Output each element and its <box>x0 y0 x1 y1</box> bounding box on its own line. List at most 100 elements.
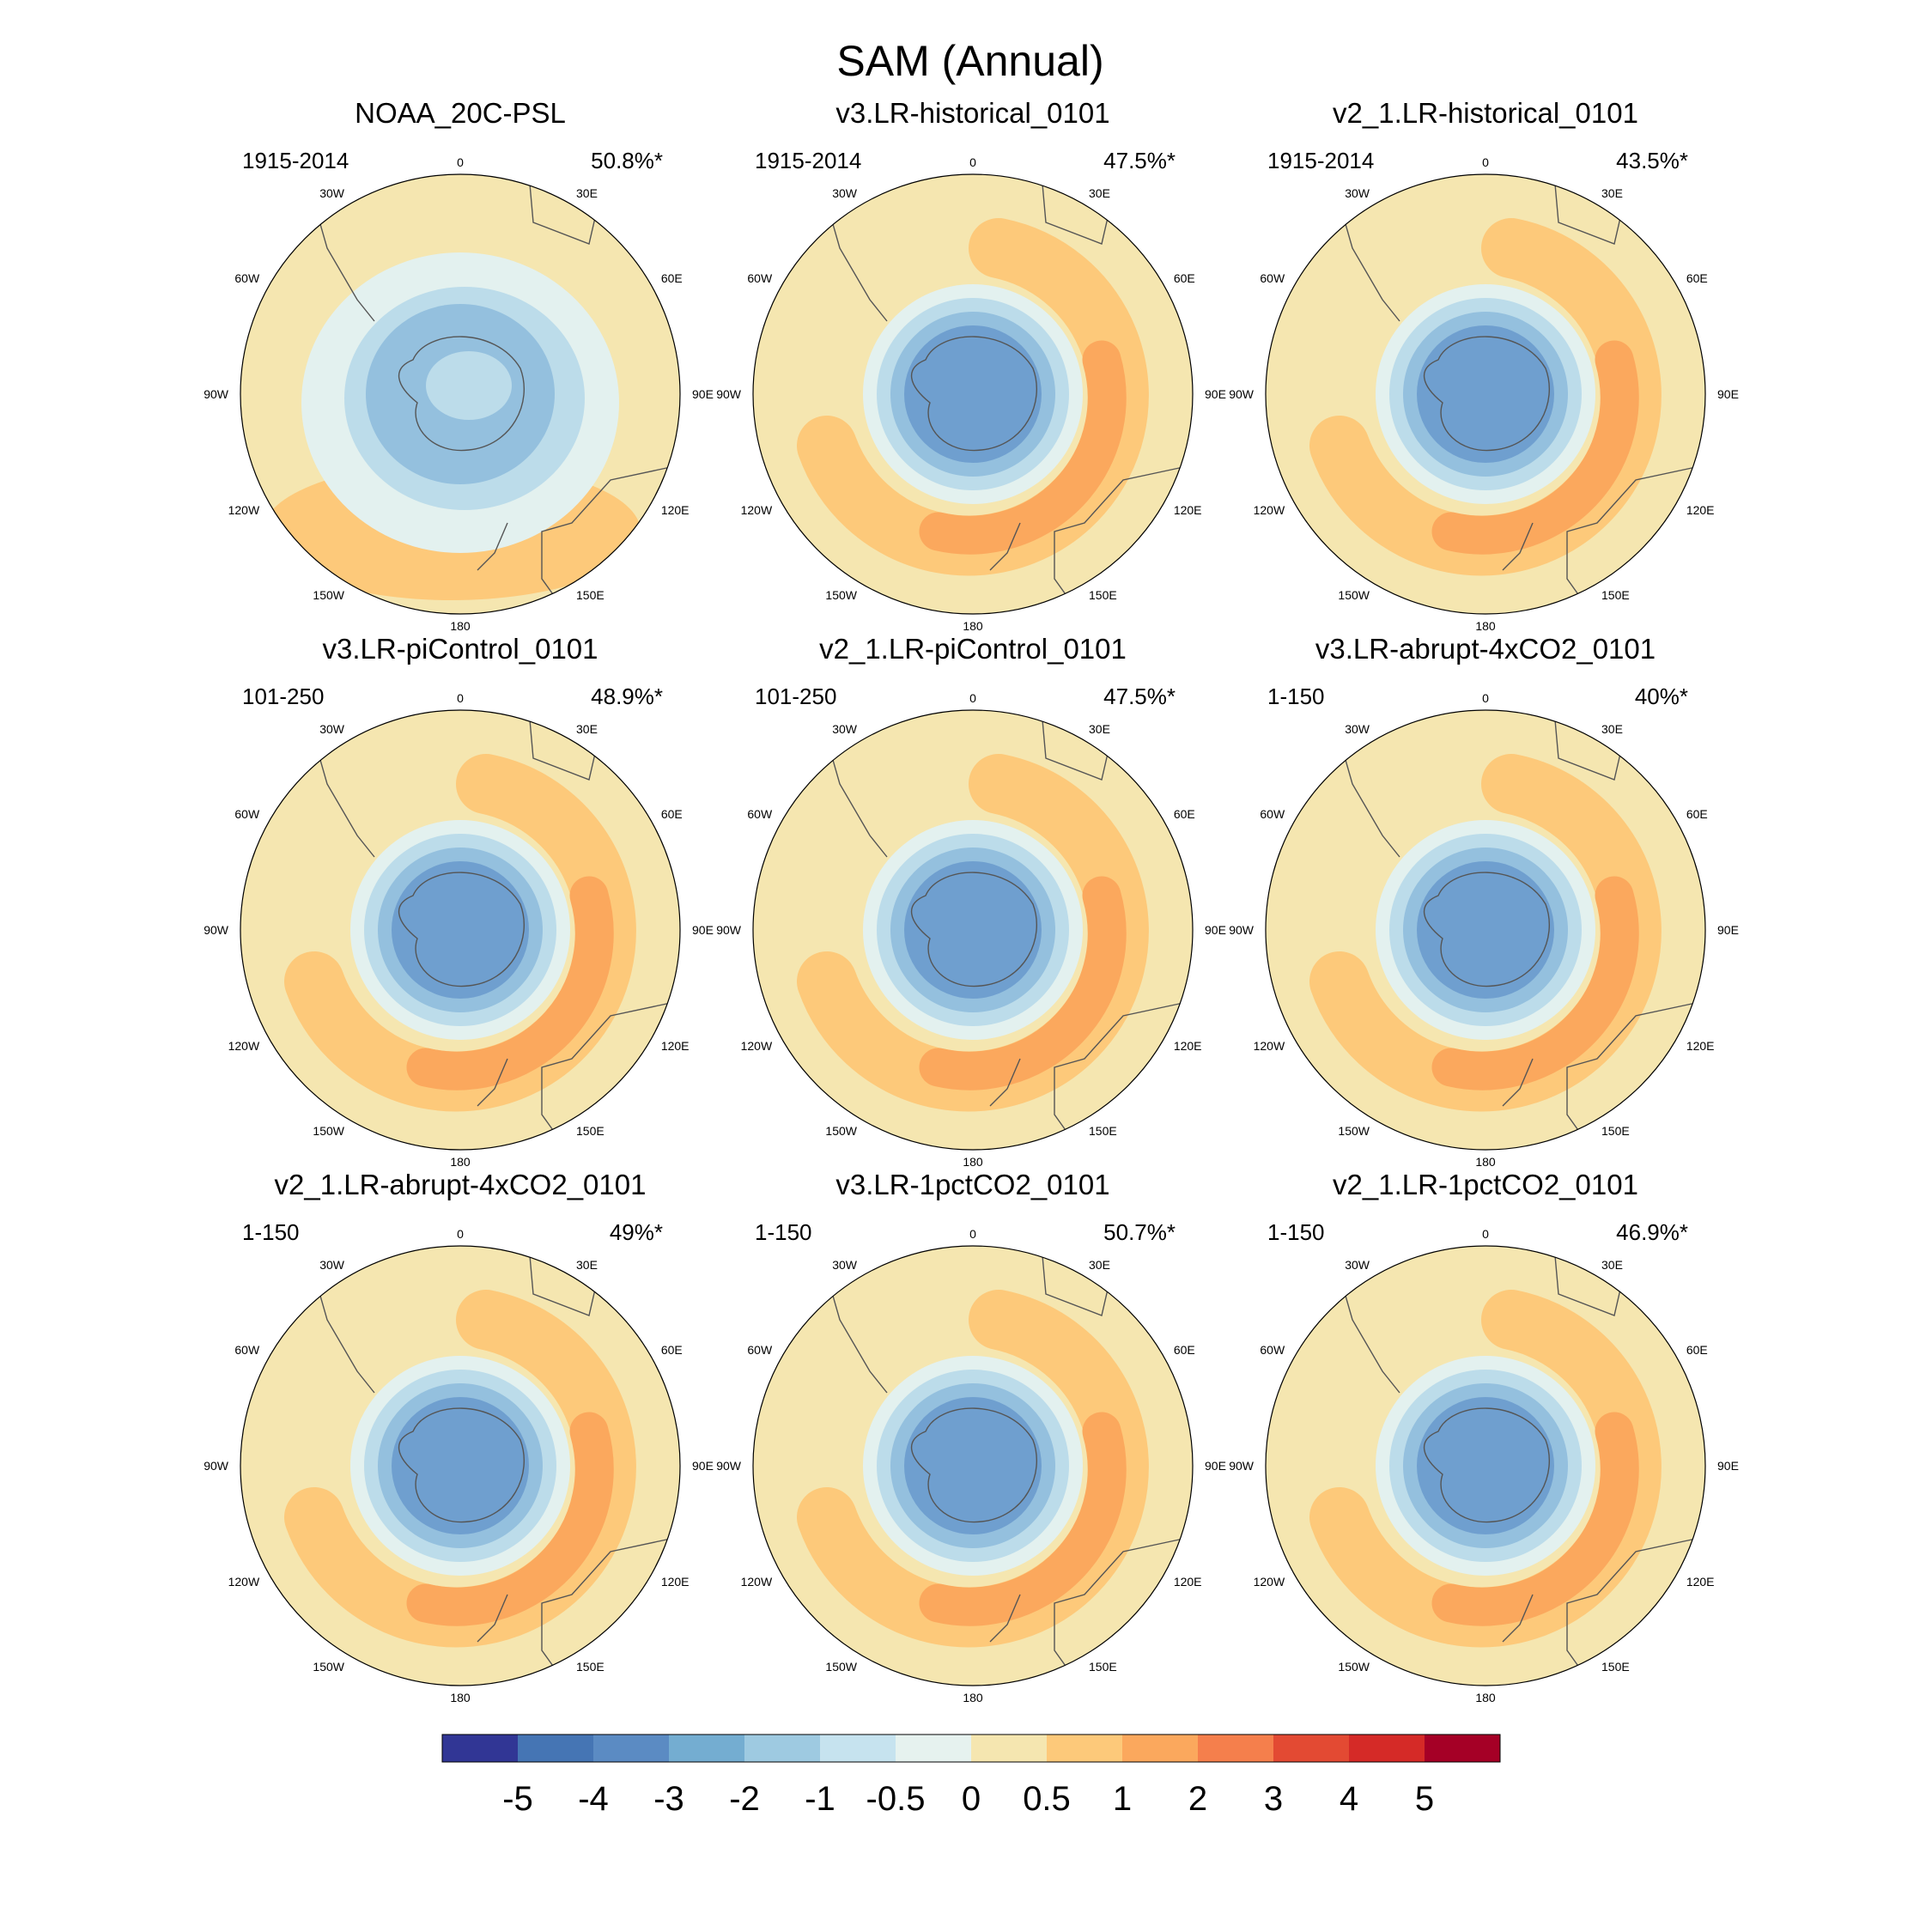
new-zealand-coastline <box>1502 1594 1534 1643</box>
negative-anomaly <box>426 351 512 420</box>
panel-percent-variance: 40%* <box>1635 683 1688 709</box>
longitude-label: 150E <box>576 1124 605 1138</box>
australia-coastline <box>541 466 671 610</box>
longitude-label: 120E <box>1686 503 1715 517</box>
antarctica-coastline <box>1423 872 1550 987</box>
colorbar-tick-label: 5 <box>1415 1780 1434 1818</box>
colorbar-segment <box>593 1735 669 1762</box>
longitude-label: 0 <box>457 1227 464 1241</box>
australia-coastline <box>541 1002 671 1145</box>
panel-percent-variance: 49%* <box>610 1219 663 1245</box>
new-zealand-coastline <box>989 1594 1021 1643</box>
longitude-label: 0 <box>457 155 464 169</box>
longitude-label: 120W <box>741 503 773 517</box>
longitude-label: 90W <box>204 1459 229 1473</box>
panel-title: v3.LR-1pctCO2_0101 <box>835 1169 1109 1200</box>
colorbar-segment <box>820 1735 896 1762</box>
map-panel: v2_1.LR-piControl_0101 101-250 47.5%* 0 30E 6… <box>716 633 1226 1169</box>
longitude-label: 150E <box>1601 1124 1630 1138</box>
panel-title: NOAA_20C-PSL <box>355 97 566 129</box>
longitude-label: 30E <box>1601 722 1623 736</box>
panel-percent-variance: 46.9%* <box>1616 1219 1688 1245</box>
negative-anomaly <box>1417 1397 1554 1534</box>
longitude-label: 0 <box>969 691 976 705</box>
longitude-label: 60E <box>1686 271 1708 285</box>
panel-percent-variance: 47.5%* <box>1103 148 1176 173</box>
new-zealand-coastline <box>477 522 508 571</box>
longitude-label: 150W <box>825 1660 857 1674</box>
longitude-label: 60E <box>661 1343 683 1357</box>
map-boundary <box>240 173 681 615</box>
panel-title: v3.LR-piControl_0101 <box>322 633 598 665</box>
map-boundary <box>752 1245 1194 1686</box>
longitude-label: 180 <box>450 1691 471 1704</box>
longitude-label: 30E <box>576 722 598 736</box>
longitude-label: 60W <box>1260 271 1285 285</box>
negative-anomaly <box>904 861 1042 999</box>
longitude-label: 120E <box>1686 1039 1715 1053</box>
colorbar-frame <box>441 1734 1501 1763</box>
longitude-label: 60W <box>234 271 260 285</box>
australia-coastline <box>1054 1002 1184 1145</box>
colorbar-tick-label: -3 <box>653 1780 684 1818</box>
antarctica-coastline <box>398 336 525 452</box>
panel-percent-variance: 47.5%* <box>1103 683 1176 709</box>
positive-anomaly <box>1431 876 1639 1091</box>
longitude-label: 120W <box>228 1039 260 1053</box>
longitude-label: 120E <box>661 503 690 517</box>
map-boundary <box>240 1245 681 1686</box>
longitude-label: 90E <box>1717 387 1739 401</box>
colorbar-tick-label: 2 <box>1188 1780 1207 1818</box>
longitude-label: 120E <box>661 1039 690 1053</box>
antarctica-coastline <box>910 336 1037 452</box>
longitude-label: 60E <box>1686 807 1708 821</box>
longitude-label: 120W <box>741 1575 773 1589</box>
australia-coastline <box>1566 1002 1697 1145</box>
longitude-label: 30E <box>1601 186 1623 200</box>
panel-percent-variance: 50.7%* <box>1103 1219 1176 1245</box>
longitude-label: 30E <box>1089 722 1110 736</box>
positive-anomaly <box>919 876 1127 1091</box>
positive-anomaly <box>919 1412 1127 1626</box>
australia-coastline <box>1566 1538 1697 1681</box>
australia-coastline <box>1566 466 1697 610</box>
longitude-label: 180 <box>1475 1155 1496 1169</box>
longitude-label: 90W <box>1229 1459 1255 1473</box>
longitude-label: 60W <box>1260 1343 1285 1357</box>
panel-period: 101-250 <box>755 683 836 709</box>
longitude-label: 0 <box>1482 155 1489 169</box>
new-zealand-coastline <box>477 1594 508 1643</box>
longitude-label: 180 <box>963 1155 983 1169</box>
longitude-label: 120W <box>228 1575 260 1589</box>
colorbar-segment <box>896 1735 971 1762</box>
colorbar-segment <box>1198 1735 1273 1762</box>
longitude-label: 30W <box>832 186 858 200</box>
longitude-label: 30W <box>1345 1258 1370 1272</box>
longitude-label: 30W <box>319 722 345 736</box>
figure-title: SAM (Annual) <box>836 37 1103 85</box>
longitude-label: 60E <box>1686 1343 1708 1357</box>
longitude-label: 0 <box>969 155 976 169</box>
panel-period: 1-150 <box>1267 1219 1325 1245</box>
panel-period: 1-150 <box>1267 683 1325 709</box>
colorbar: -5 -4 -3 -2 -1 -0.5 0 0.5 1 2 3 4 5 <box>441 1734 1501 1818</box>
map-panel: v2_1.LR-historical_0101 1915-2014 43.5%* 0 3… <box>1229 97 1739 633</box>
longitude-label: 60E <box>661 807 683 821</box>
colorbar-tick-label: 4 <box>1340 1780 1358 1818</box>
longitude-label: 180 <box>963 619 983 633</box>
longitude-label: 90W <box>716 387 742 401</box>
colorbar-segment <box>1349 1735 1425 1762</box>
longitude-label: 120W <box>741 1039 773 1053</box>
longitude-label: 150W <box>313 1124 344 1138</box>
negative-anomaly <box>1417 861 1554 999</box>
longitude-label: 60W <box>747 807 773 821</box>
longitude-label: 30W <box>1345 186 1370 200</box>
longitude-label: 60E <box>1174 807 1195 821</box>
longitude-label: 0 <box>1482 1227 1489 1241</box>
map-panel: v3.LR-piControl_0101 101-250 48.9%* 0 30E 60E… <box>204 633 714 1169</box>
colorbar-tick-label: -2 <box>729 1780 760 1818</box>
longitude-label: 30E <box>576 186 598 200</box>
panel-title: v3.LR-abrupt-4xCO2_0101 <box>1315 633 1656 665</box>
